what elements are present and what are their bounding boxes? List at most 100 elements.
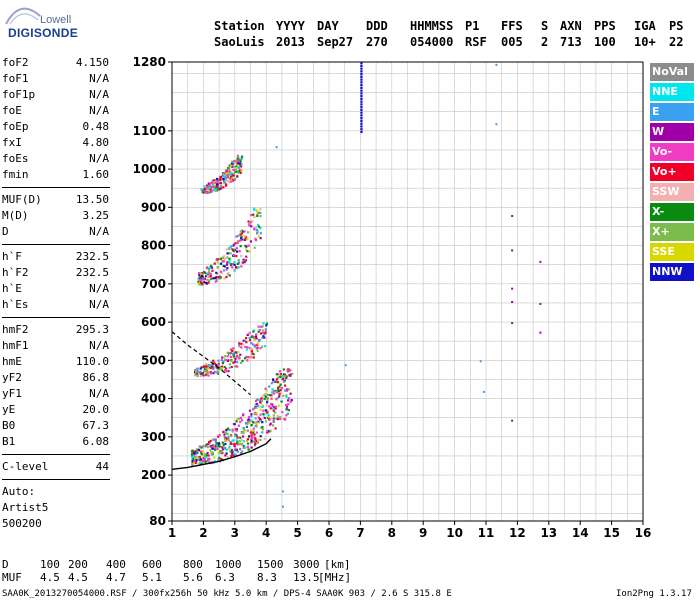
echo-point (226, 359, 229, 362)
echo-point (209, 449, 212, 452)
echo-point (242, 230, 245, 233)
echo-point (207, 374, 210, 377)
echo-point (276, 414, 279, 417)
stray-echo-point (495, 123, 498, 126)
echo-point (200, 282, 203, 285)
echo-point (285, 376, 288, 380)
header-value-6: 005 (501, 35, 523, 49)
echo-point (250, 434, 253, 437)
echo-point (224, 173, 227, 177)
y-tick-label: 300 (141, 430, 166, 444)
echo-point (212, 179, 215, 182)
echo-point (266, 411, 269, 414)
echo-point (239, 420, 242, 424)
echo-point (245, 348, 248, 351)
param-row: fxI 4.80 (0, 135, 112, 151)
echo-point (226, 252, 229, 255)
echo-point (250, 342, 253, 345)
echo-point (243, 428, 246, 432)
echo-point (289, 400, 292, 403)
echo-point (205, 184, 209, 187)
echo-point (234, 434, 237, 437)
echo-point (217, 451, 220, 454)
echo-point (216, 261, 219, 264)
echo-point (264, 409, 268, 412)
echo-point (222, 260, 225, 263)
echo-point (239, 353, 242, 356)
echo-point (243, 430, 246, 433)
echo-point (262, 412, 265, 416)
echo-point (194, 450, 197, 453)
echo-point (205, 189, 208, 192)
echo-point (265, 324, 268, 327)
param-name: foEs (2, 152, 29, 165)
echo-point (196, 374, 200, 378)
echo-point (232, 248, 235, 252)
echo-point (254, 437, 257, 440)
x-tick-label: 10 (446, 526, 463, 540)
echo-point (238, 440, 242, 443)
echo-point (190, 454, 194, 457)
echo-point (229, 170, 232, 173)
echo-point (228, 259, 231, 262)
echo-point (211, 269, 214, 272)
echo-point (252, 430, 255, 433)
echo-point (203, 189, 206, 192)
param-value: 20.0 (82, 403, 110, 416)
echo-point (235, 355, 239, 358)
echo-point (209, 188, 212, 191)
echo-point (211, 452, 214, 455)
echo-point (235, 351, 238, 354)
echo-point (222, 360, 225, 363)
echo-point (225, 429, 228, 432)
echo-point (191, 449, 194, 452)
param-name: C-level (2, 460, 49, 473)
echo-point (210, 181, 214, 185)
echo-point (283, 417, 286, 421)
echo-point (237, 440, 240, 443)
header-value-7: 2 (541, 35, 549, 49)
echo-point (254, 417, 257, 420)
echo-point (221, 441, 224, 444)
footer-value: 13.5 (293, 571, 320, 584)
echo-point (272, 409, 275, 412)
echo-point (216, 180, 220, 183)
echo-point (268, 430, 271, 433)
echo-point (259, 232, 262, 235)
echo-point (192, 461, 195, 464)
echo-point (218, 433, 221, 437)
echo-point (243, 259, 246, 262)
param-name: yE (2, 403, 16, 416)
param-value: 232.5 (75, 250, 109, 263)
echo-point (247, 435, 251, 438)
x-tick-label: 7 (356, 526, 364, 540)
echo-point (239, 447, 242, 451)
echo-point (287, 388, 291, 391)
echo-point (284, 384, 287, 387)
echo-point (285, 389, 289, 392)
header-value-5: RSF (465, 35, 487, 49)
echo-point (290, 399, 293, 402)
echo-point (206, 186, 209, 189)
echo-point (216, 267, 219, 270)
echo-point (238, 443, 241, 446)
echo-point (227, 447, 231, 450)
echo-point (236, 159, 240, 163)
echo-point (240, 450, 243, 453)
echo-point (285, 394, 288, 397)
param-value: N/A (89, 152, 109, 165)
echo-point (279, 416, 282, 419)
echo-point (278, 393, 281, 396)
echo-point (251, 343, 255, 346)
echo-point (251, 219, 254, 223)
echo-point (254, 226, 258, 229)
legend-item-x-: X+ (650, 223, 694, 241)
echo-point (279, 391, 283, 394)
legend-item-nnw: NNW (650, 263, 694, 281)
echo-point (263, 416, 266, 420)
echo-point (190, 453, 194, 456)
echo-point (263, 336, 266, 339)
echo-point (252, 409, 255, 412)
echo-point (229, 264, 233, 267)
stray-echo-point (482, 390, 485, 393)
